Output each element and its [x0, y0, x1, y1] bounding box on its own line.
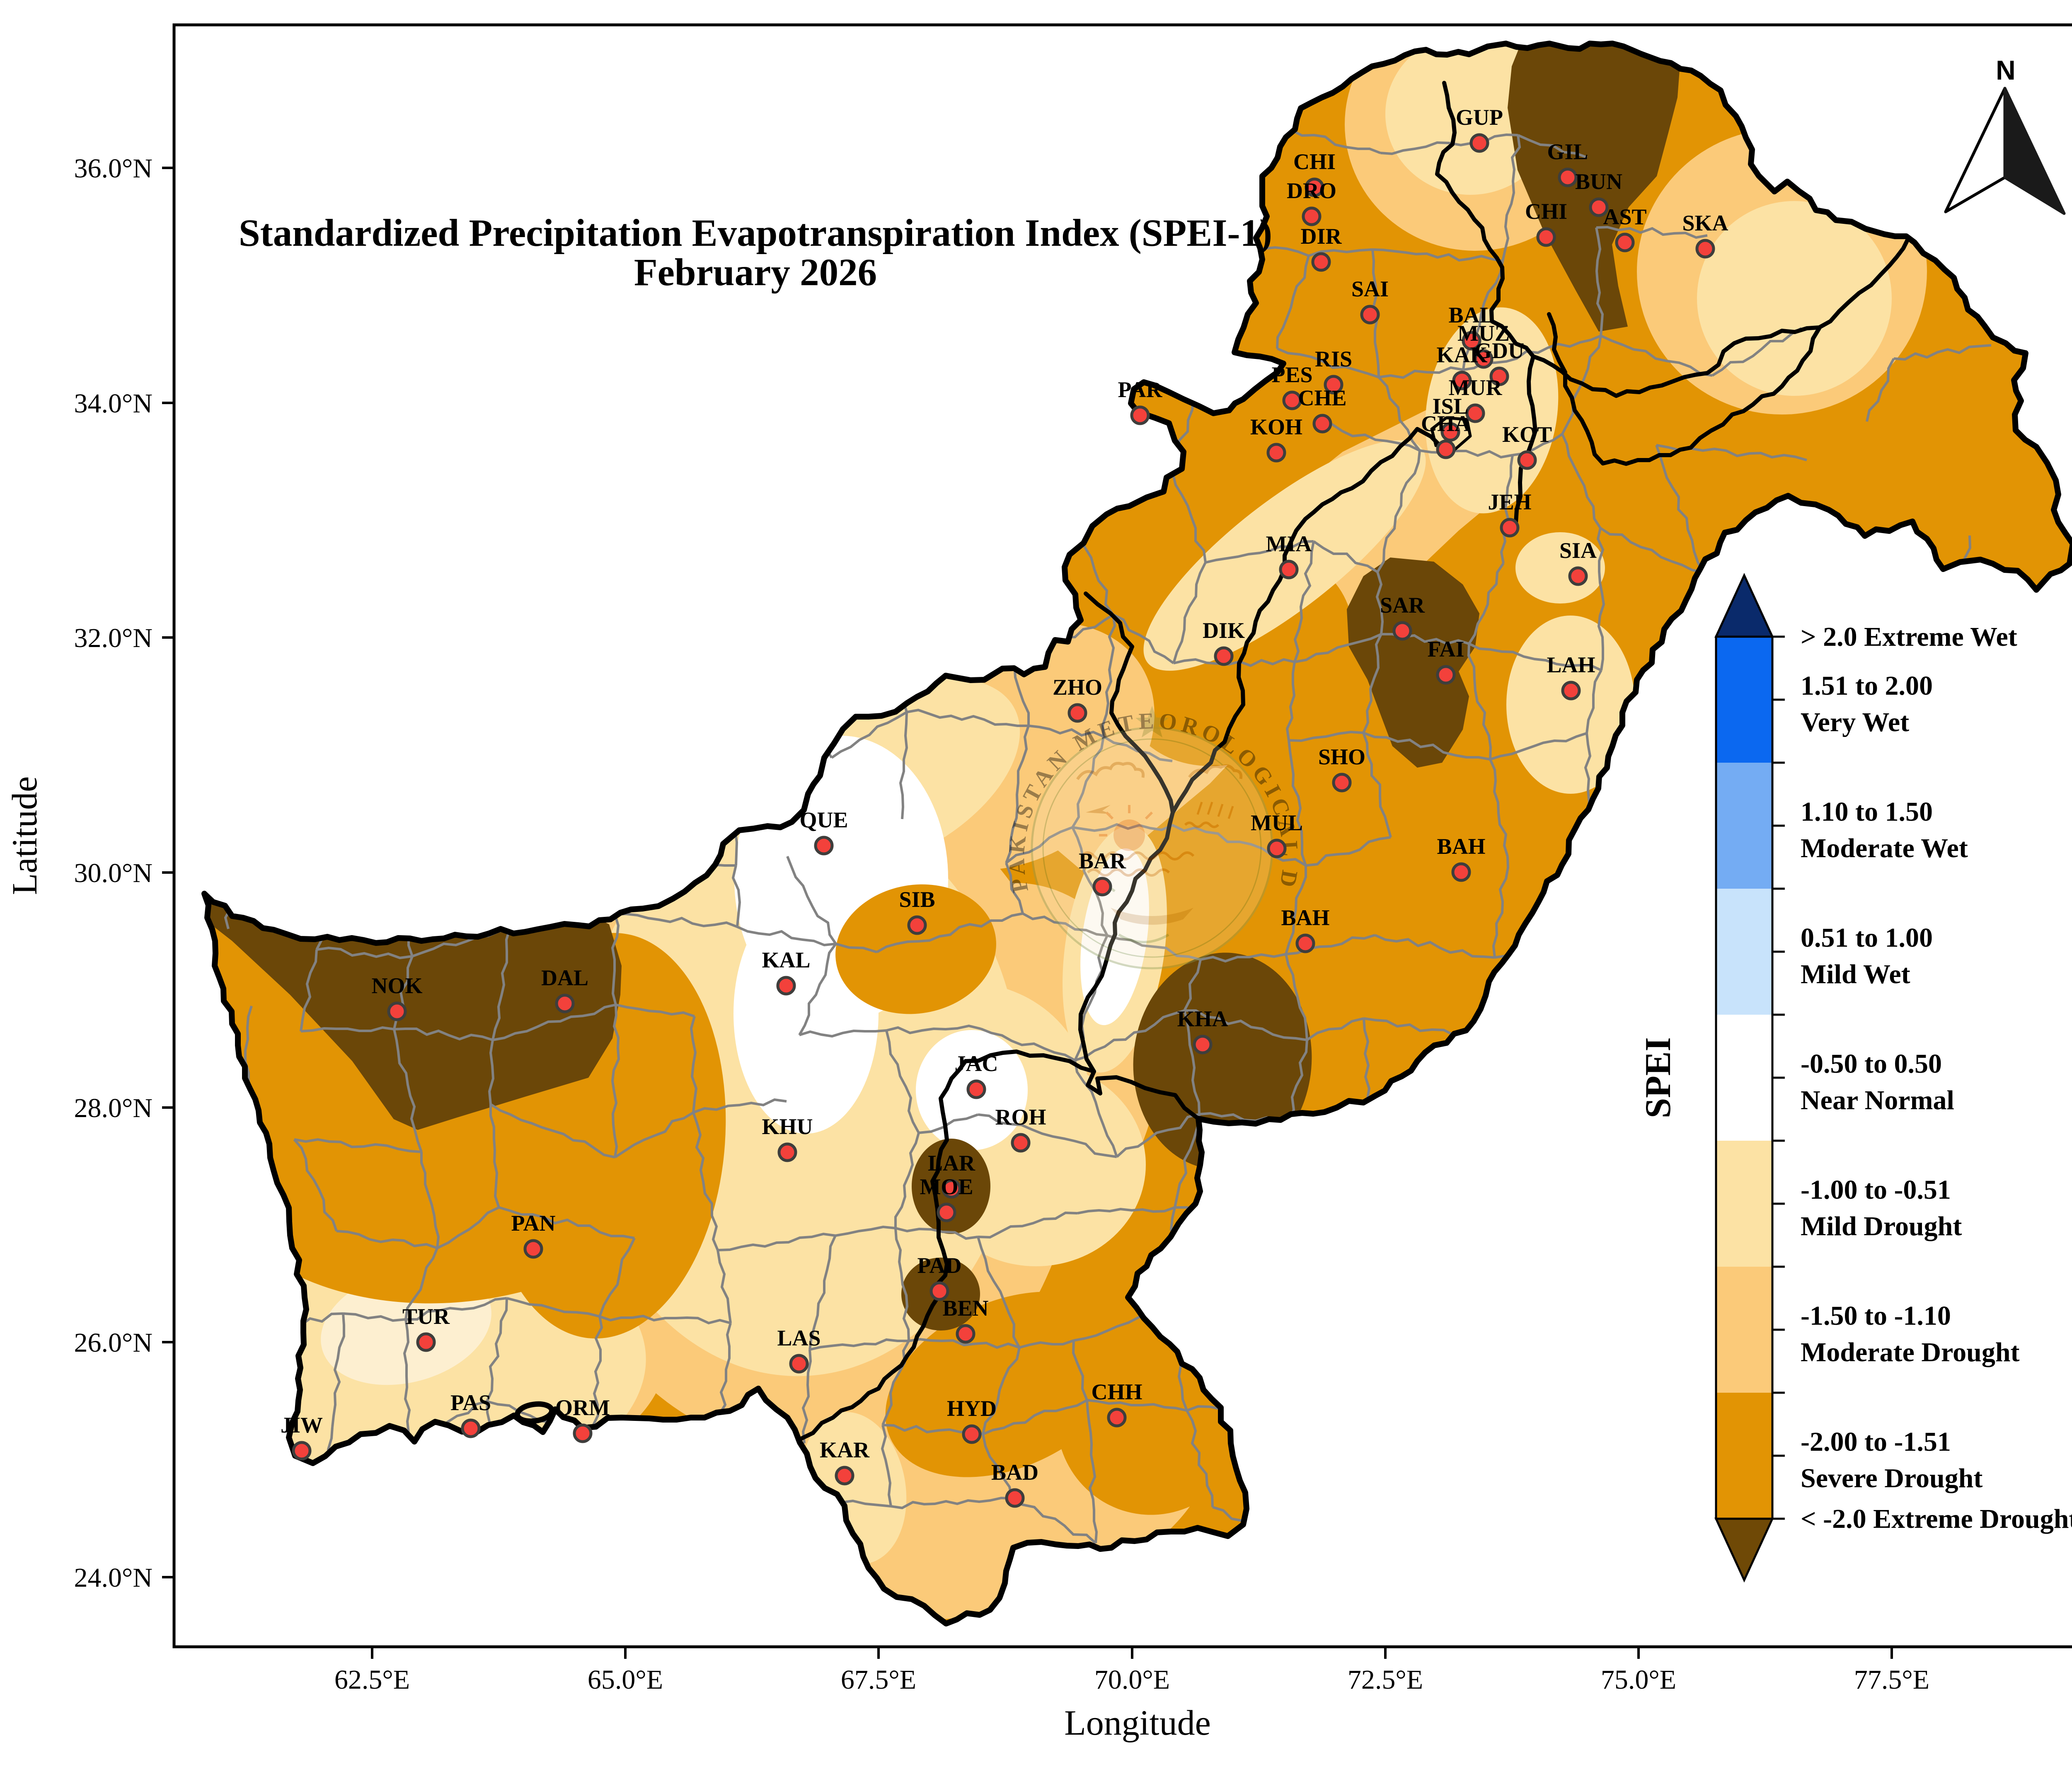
svg-text:QUE: QUE: [799, 807, 848, 832]
svg-text:CHH: CHH: [1091, 1379, 1142, 1404]
svg-text:36.0°N: 36.0°N: [74, 153, 152, 184]
svg-text:DIR: DIR: [1300, 224, 1342, 249]
svg-text:1.10 to 1.50: 1.10 to 1.50: [1801, 797, 1933, 827]
svg-text:LAH: LAH: [1547, 652, 1595, 677]
svg-text:MUZ: MUZ: [1457, 321, 1510, 346]
svg-text:Longitude: Longitude: [1064, 1703, 1211, 1743]
svg-text:Very Wet: Very Wet: [1801, 707, 1909, 737]
svg-text:MUR: MUR: [1449, 375, 1503, 400]
svg-text:LAS: LAS: [777, 1326, 821, 1350]
svg-text:CHA: CHA: [1421, 411, 1471, 436]
svg-text:JAC: JAC: [955, 1051, 998, 1076]
svg-text:26.0°N: 26.0°N: [74, 1328, 152, 1358]
svg-text:KHA: KHA: [1177, 1006, 1228, 1031]
svg-text:BAD: BAD: [991, 1460, 1038, 1485]
svg-text:PAR: PAR: [1118, 377, 1163, 402]
svg-text:Mild Wet: Mild Wet: [1801, 959, 1910, 989]
svg-text:Near Normal: Near Normal: [1801, 1085, 1954, 1115]
svg-text:SIA: SIA: [1559, 538, 1597, 563]
svg-text:SPEI: SPEI: [1638, 1037, 1678, 1118]
svg-text:BAR: BAR: [1079, 848, 1126, 873]
svg-text:32.0°N: 32.0°N: [74, 623, 152, 653]
svg-text:Latitude: Latitude: [5, 776, 44, 895]
svg-text:24.0°N: 24.0°N: [74, 1563, 152, 1593]
svg-text:BAH: BAH: [1281, 905, 1329, 930]
svg-text:DRO: DRO: [1287, 178, 1336, 203]
svg-text:75.0°E: 75.0°E: [1601, 1665, 1676, 1695]
svg-text:DIK: DIK: [1203, 618, 1245, 643]
svg-text:SHO: SHO: [1318, 744, 1365, 769]
svg-text:65.0°E: 65.0°E: [588, 1665, 663, 1695]
svg-text:GUP: GUP: [1456, 105, 1503, 130]
svg-text:MIA: MIA: [1266, 531, 1312, 556]
svg-text:LAR: LAR: [928, 1151, 975, 1176]
svg-text:34.0°N: 34.0°N: [74, 388, 152, 419]
svg-text:DAL: DAL: [541, 965, 588, 990]
svg-text:1.51 to 2.00: 1.51 to 2.00: [1801, 671, 1933, 701]
svg-text:28.0°N: 28.0°N: [74, 1093, 152, 1123]
svg-text:KHU: KHU: [762, 1114, 813, 1139]
svg-text:PAS: PAS: [450, 1390, 491, 1415]
svg-text:SIB: SIB: [899, 887, 935, 912]
svg-text:ZHO: ZHO: [1053, 675, 1102, 700]
svg-text:67.5°E: 67.5°E: [841, 1665, 916, 1695]
svg-text:JEH: JEH: [1488, 490, 1531, 514]
svg-text:ROH: ROH: [995, 1105, 1046, 1130]
svg-text:PES: PES: [1271, 362, 1312, 387]
svg-text:NOK: NOK: [371, 973, 422, 998]
svg-text:SKA: SKA: [1682, 211, 1728, 235]
svg-text:BAL: BAL: [1448, 303, 1494, 327]
svg-text:ORM: ORM: [555, 1395, 610, 1420]
svg-text:-2.00 to -1.51: -2.00 to -1.51: [1801, 1427, 1951, 1457]
svg-text:KOH: KOH: [1250, 414, 1302, 439]
svg-text:Severe Drought: Severe Drought: [1801, 1463, 1982, 1493]
svg-text:PAN: PAN: [511, 1211, 556, 1236]
svg-text:MUL: MUL: [1251, 810, 1303, 835]
svg-text:< -2.0 Extreme Drought: < -2.0 Extreme Drought: [1801, 1504, 2072, 1534]
svg-text:N: N: [1996, 55, 2016, 85]
svg-text:RIS: RIS: [1315, 347, 1352, 371]
svg-text:-1.50 to -1.10: -1.50 to -1.10: [1801, 1301, 1951, 1331]
svg-text:CHI: CHI: [1525, 199, 1567, 224]
svg-text:JIW: JIW: [281, 1413, 323, 1437]
svg-text:BUN: BUN: [1575, 169, 1622, 194]
svg-text:> 2.0 Extreme Wet: > 2.0 Extreme Wet: [1801, 622, 2017, 652]
svg-text:HYD: HYD: [947, 1396, 997, 1421]
svg-text:TUR: TUR: [402, 1304, 450, 1329]
svg-text:72.5°E: 72.5°E: [1348, 1665, 1423, 1695]
svg-text:CHE: CHE: [1298, 385, 1346, 410]
svg-text:Mild Drought: Mild Drought: [1801, 1211, 1962, 1241]
svg-text:SAI: SAI: [1351, 276, 1389, 301]
svg-text:GIL: GIL: [1547, 139, 1588, 164]
svg-text:February 2026: February 2026: [634, 251, 877, 294]
svg-text:62.5°E: 62.5°E: [334, 1665, 410, 1695]
svg-text:77.5°E: 77.5°E: [1854, 1665, 1929, 1695]
svg-text:BAH: BAH: [1437, 834, 1485, 859]
svg-text:KAR: KAR: [820, 1437, 870, 1462]
svg-text:Standardized Precipitation Eva: Standardized Precipitation Evapotranspir…: [239, 212, 1272, 255]
svg-text:AST: AST: [1603, 204, 1646, 229]
svg-text:30.0°N: 30.0°N: [74, 858, 152, 888]
svg-text:ISL: ISL: [1432, 394, 1468, 419]
svg-text:KAL: KAL: [762, 948, 810, 972]
svg-text:0.51 to 1.00: 0.51 to 1.00: [1801, 923, 1933, 953]
svg-text:KOT: KOT: [1502, 422, 1552, 447]
svg-text:SAR: SAR: [1380, 593, 1425, 618]
svg-text:GDU: GDU: [1474, 338, 1524, 363]
svg-text:BEN: BEN: [942, 1296, 988, 1321]
svg-text:-1.00 to -0.51: -1.00 to -0.51: [1801, 1175, 1951, 1205]
svg-text:-0.50 to 0.50: -0.50 to 0.50: [1801, 1049, 1942, 1079]
svg-text:KAK: KAK: [1436, 342, 1487, 367]
svg-text:CHI: CHI: [1293, 149, 1336, 174]
svg-text:Moderate Wet: Moderate Wet: [1801, 833, 1968, 863]
svg-text:MOE: MOE: [920, 1174, 973, 1199]
svg-text:Moderate Drought: Moderate Drought: [1801, 1337, 2020, 1367]
svg-text:FAI: FAI: [1428, 637, 1464, 662]
svg-text:PAD: PAD: [917, 1253, 962, 1278]
svg-text:70.0°E: 70.0°E: [1094, 1665, 1170, 1695]
